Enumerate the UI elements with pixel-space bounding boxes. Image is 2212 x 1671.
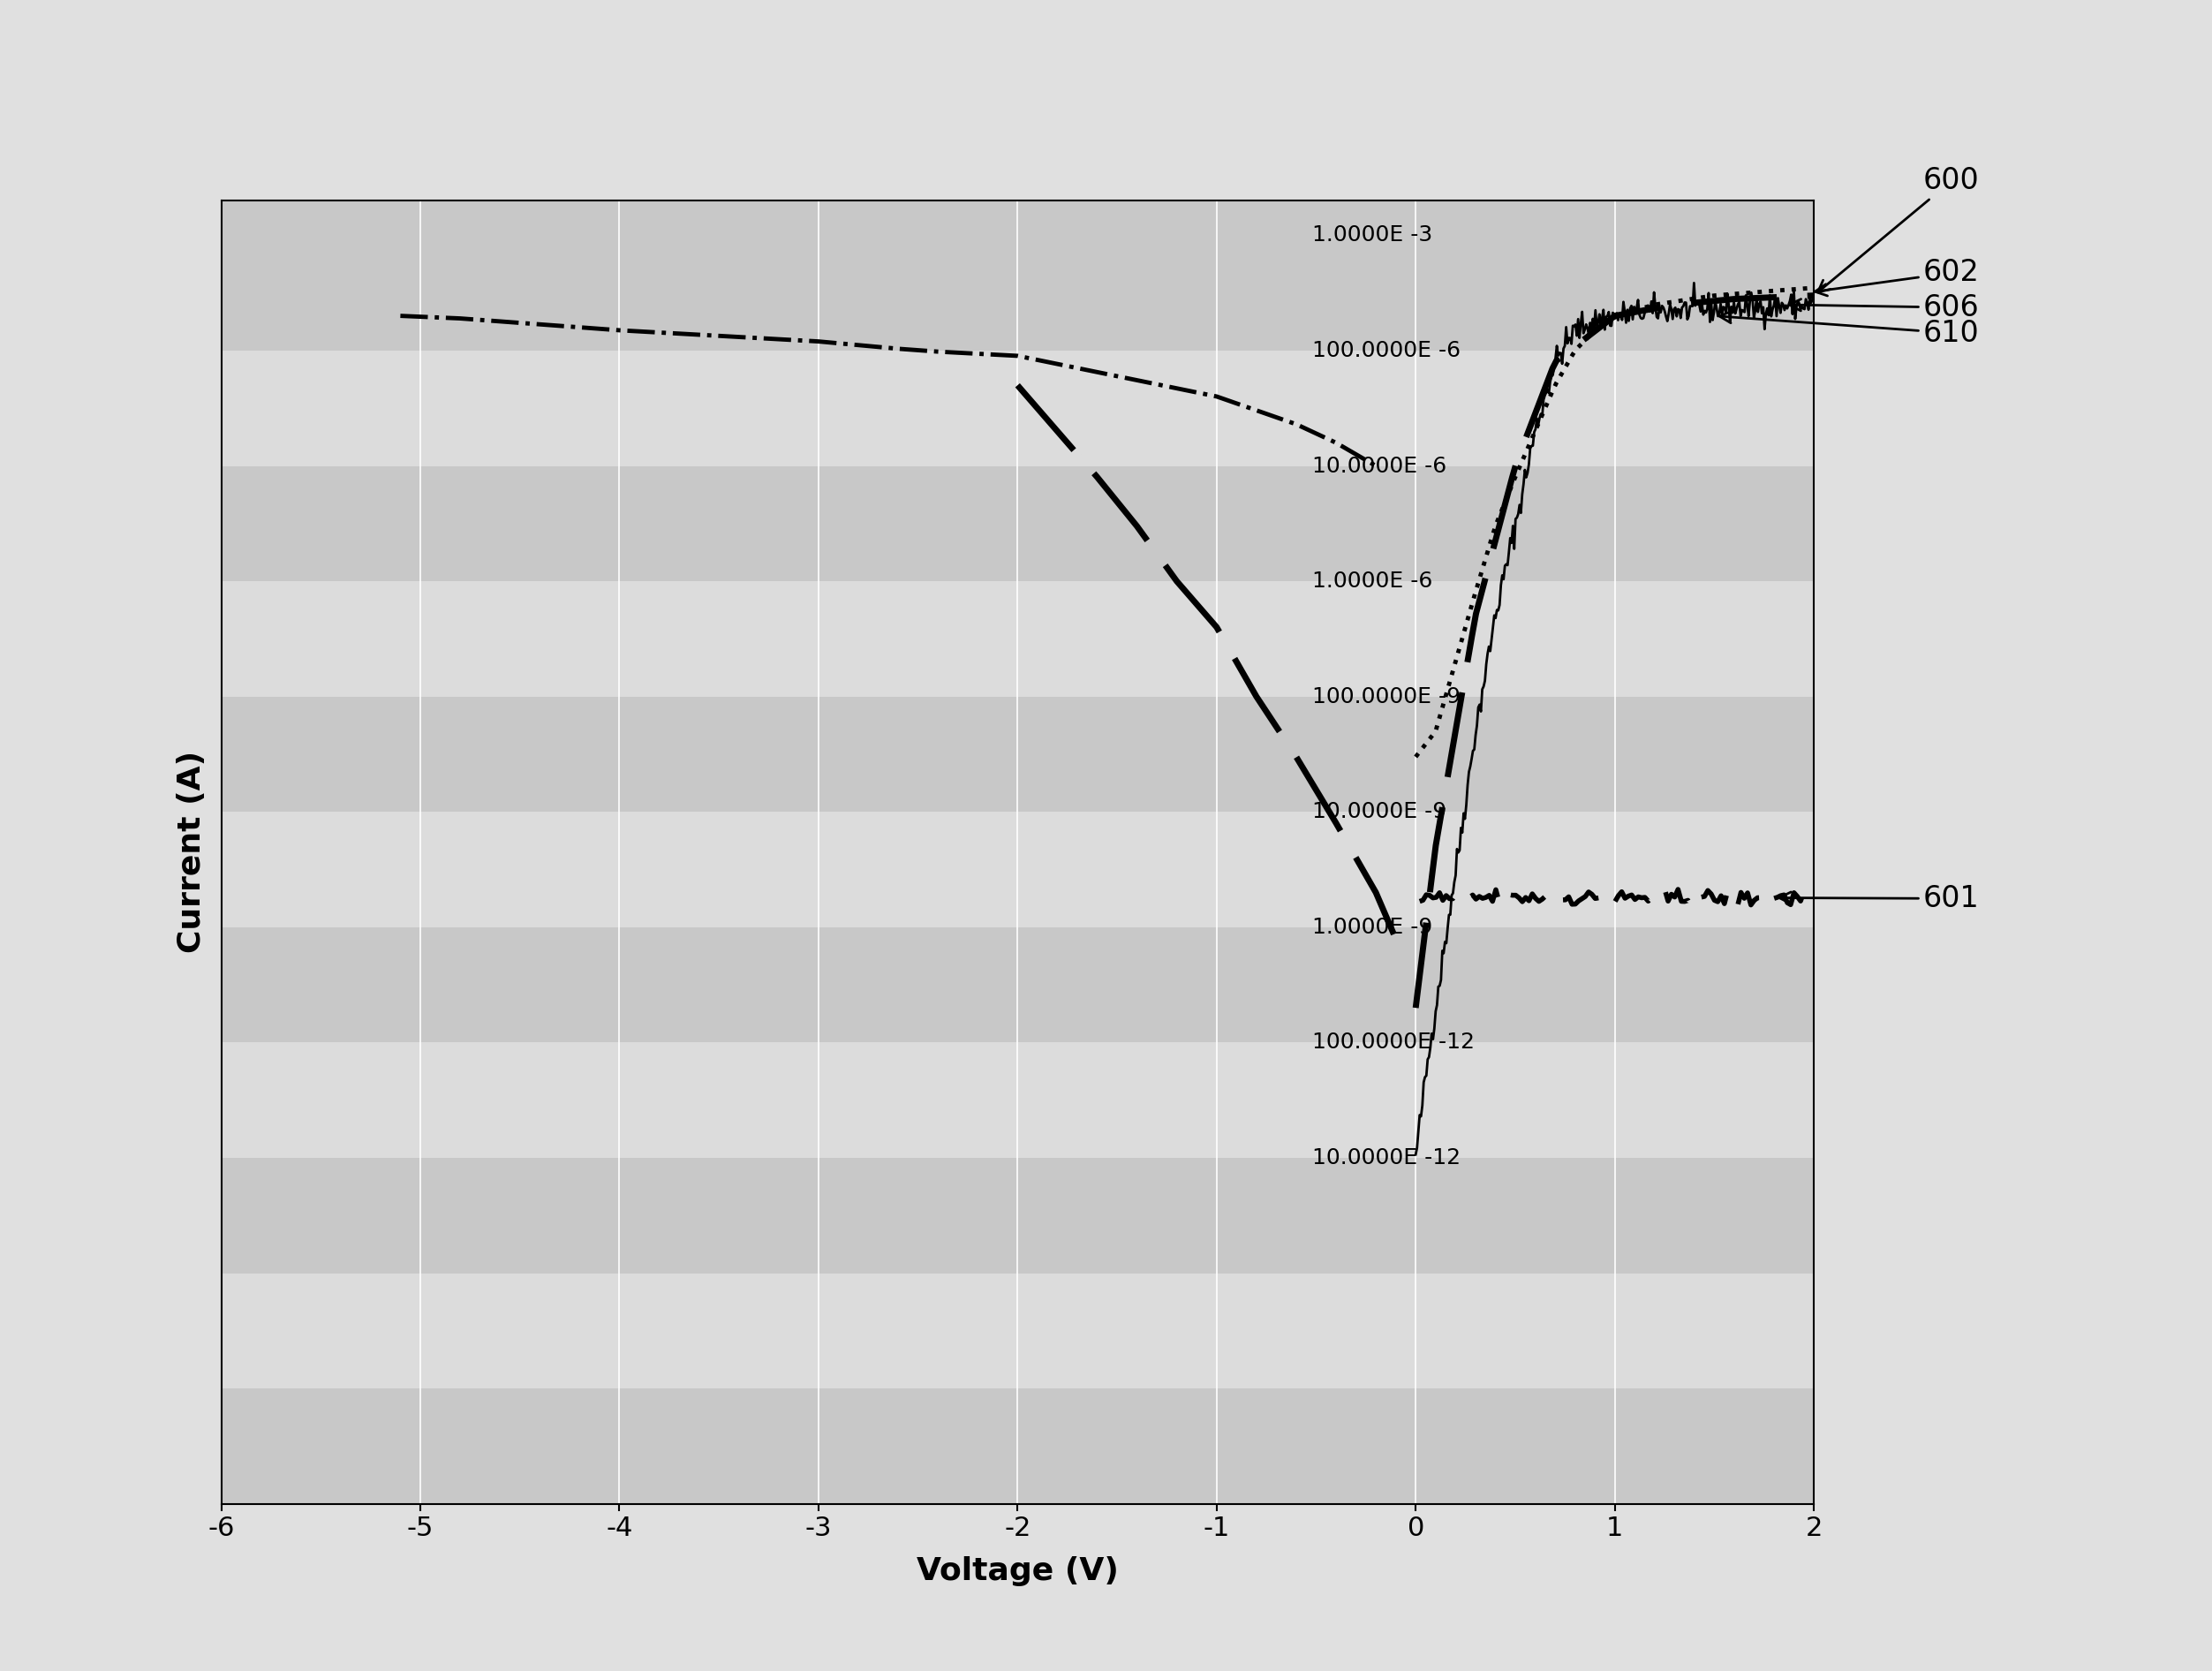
Text: 100.0000E -9: 100.0000E -9 — [1312, 687, 1460, 707]
X-axis label: Voltage (V): Voltage (V) — [916, 1556, 1119, 1586]
Text: 100.0000E -12: 100.0000E -12 — [1312, 1033, 1475, 1053]
Bar — [221, 466, 1814, 582]
Text: 606: 606 — [1790, 292, 1980, 323]
Bar — [221, 812, 1814, 927]
Bar — [221, 582, 1814, 697]
Text: 1.0000E -9: 1.0000E -9 — [1312, 917, 1433, 937]
Text: 10.0000E -9: 10.0000E -9 — [1312, 802, 1447, 822]
Bar — [221, 1043, 1814, 1158]
Text: 610: 610 — [1719, 311, 1980, 348]
Y-axis label: Current (A): Current (A) — [177, 750, 206, 954]
Text: 601: 601 — [1778, 884, 1980, 912]
Text: 1.0000E -6: 1.0000E -6 — [1312, 570, 1433, 592]
Text: 100.0000E -6: 100.0000E -6 — [1312, 339, 1460, 361]
Bar — [221, 1273, 1814, 1389]
Bar — [221, 236, 1814, 351]
Bar — [221, 1389, 1814, 1504]
Bar — [221, 697, 1814, 812]
Text: 1.0000E -3: 1.0000E -3 — [1312, 224, 1433, 246]
Text: 602: 602 — [1816, 259, 1980, 296]
Bar — [221, 927, 1814, 1043]
Text: 10.0000E -6: 10.0000E -6 — [1312, 455, 1447, 476]
Text: 10.0000E -12: 10.0000E -12 — [1312, 1148, 1460, 1168]
Text: 600: 600 — [1818, 167, 1980, 292]
Bar — [221, 1158, 1814, 1273]
Bar — [221, 351, 1814, 466]
